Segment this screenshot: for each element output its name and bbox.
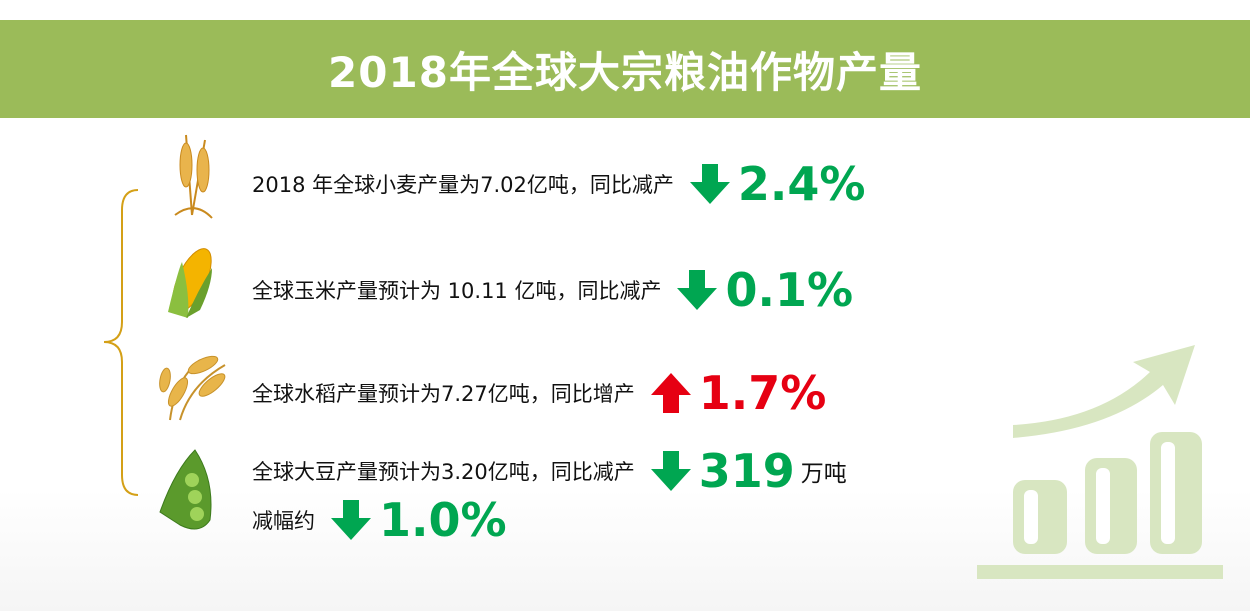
pea-icon	[159, 449, 212, 530]
brace	[103, 189, 139, 496]
arrow-icon	[677, 270, 718, 310]
wheat-icon	[174, 134, 213, 219]
trend-arrow	[649, 449, 693, 493]
item-row: 全球玉米产量预计为 10.11 亿吨，同比减产 0.1%	[252, 260, 853, 320]
trend-arrow	[688, 162, 732, 206]
trend-arrow	[649, 371, 693, 415]
header-band: 2018年全球大宗粮油作物产量	[0, 20, 1250, 118]
rice-icon	[159, 355, 226, 421]
arrow-shape	[650, 373, 691, 413]
arrow-icon	[689, 164, 730, 204]
arrow-icon	[331, 500, 371, 540]
arrow-shape	[689, 164, 730, 204]
arrow-icon	[650, 451, 691, 491]
trend-arrow	[329, 498, 373, 542]
item-value: 0.1%	[725, 263, 854, 317]
item-value: 1.7%	[698, 366, 827, 420]
item-text: 2018 年全球小麦产量为7.02亿吨，同比减产	[252, 173, 674, 197]
item-row: 全球水稻产量预计为7.27亿吨，同比增产 1.7%	[252, 363, 826, 423]
item-text: 全球水稻产量预计为7.27亿吨，同比增产	[252, 382, 635, 406]
item-value: 2.4%	[737, 157, 866, 211]
arrow-shape	[331, 500, 371, 540]
title: 2018年全球大宗粮油作物产量	[328, 47, 922, 97]
trend-arrow	[675, 268, 719, 312]
item-unit: 万吨	[800, 461, 847, 487]
arrow-shape	[650, 451, 691, 491]
growth-chart-icon	[977, 345, 1223, 579]
item-row: 全球大豆产量预计为3.20亿吨，同比减产 319 万吨	[252, 441, 847, 501]
item-text: 全球大豆产量预计为3.20亿吨，同比减产	[252, 460, 635, 484]
item-value: 319	[698, 444, 795, 498]
item-value: 1.0%	[379, 493, 507, 547]
arrow-icon	[650, 373, 691, 413]
arrow-shape	[677, 270, 718, 310]
item-text: 全球玉米产量预计为 10.11 亿吨，同比减产	[252, 279, 662, 303]
item-row: 减幅约 1.0%	[252, 490, 507, 550]
corn-icon	[168, 248, 212, 318]
item-text: 减幅约	[252, 509, 315, 533]
item-row: 2018 年全球小麦产量为7.02亿吨，同比减产 2.4%	[252, 154, 865, 214]
